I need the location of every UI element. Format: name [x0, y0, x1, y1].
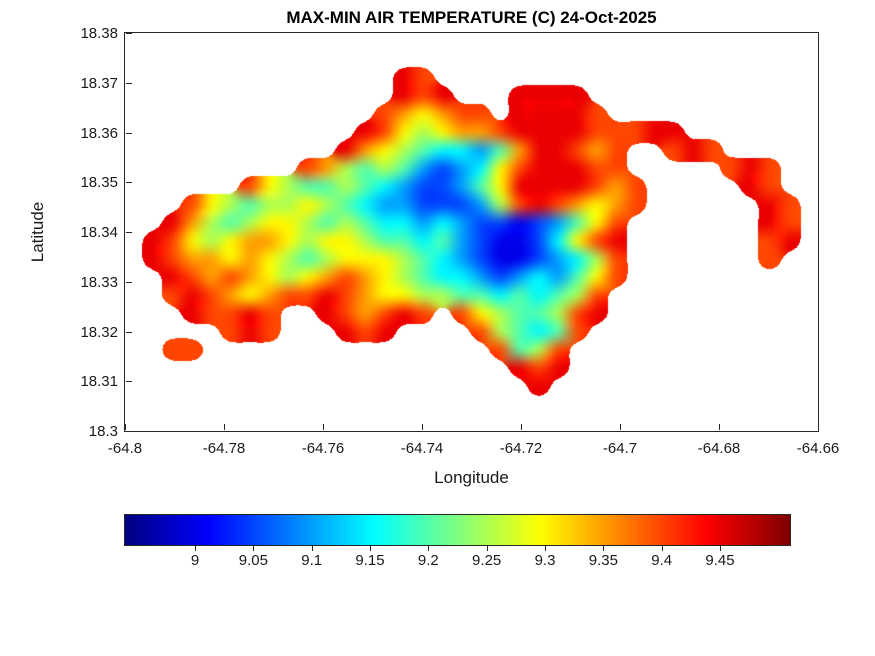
colorbar-tick-label: 9.45	[705, 552, 735, 569]
y-tick-label: 18.3	[88, 423, 118, 440]
y-tick-label: 18.32	[80, 323, 118, 341]
colorbar-tick-mark	[311, 546, 313, 551]
colorbar-tick-label: 9.25	[472, 552, 502, 569]
x-tick-label: -64.8	[107, 440, 143, 457]
y-tick-mark	[126, 331, 132, 333]
x-tick-mark	[818, 424, 819, 430]
y-tick-label: 18.34	[80, 224, 118, 241]
y-tick-label: 18.38	[80, 25, 118, 42]
x-tick-label: -64.74	[400, 440, 444, 457]
x-tick-label: -64.66	[796, 440, 840, 457]
y-tick-mark	[126, 431, 132, 432]
colorbar-tick-mark	[545, 546, 546, 551]
colorbar-tick-mark	[195, 546, 196, 551]
colorbar-tick-mark	[603, 546, 605, 551]
heatmap-canvas	[125, 33, 818, 431]
y-tick-label: 18.35	[80, 174, 118, 192]
y-tick-label: 18.37	[80, 74, 118, 92]
colorbar-tick-label: 9.3	[534, 552, 556, 569]
x-tick-mark	[521, 424, 522, 430]
colorbar-tick-label: 9.05	[238, 552, 268, 569]
colorbar-tick-label: 9.4	[651, 552, 673, 569]
x-axis-label: Longitude	[434, 468, 509, 487]
chart-title: MAX-MIN AIR TEMPERATURE (C) 24-Oct-2025	[286, 8, 657, 27]
colorbar-tick-label: 9.2	[417, 552, 439, 569]
x-tick-label: -64.78	[202, 440, 246, 457]
colorbar-tick-mark	[253, 546, 255, 551]
colorbar-tick-mark	[661, 546, 663, 551]
x-tick-mark	[323, 424, 324, 430]
x-tick-label: -64.68	[697, 440, 741, 457]
x-tick-label: -64.72	[499, 440, 543, 457]
y-tick-mark	[126, 232, 132, 233]
x-tick-mark	[719, 424, 720, 430]
colorbar-tick-label: 9.35	[588, 552, 618, 569]
colorbar-tick-mark	[370, 546, 371, 551]
y-tick-label: 18.31	[80, 373, 118, 391]
x-tick-mark	[422, 424, 423, 430]
colorbar-tick-mark	[720, 546, 721, 551]
y-tick-mark	[126, 132, 132, 134]
colorbar-tick-label: 9	[190, 552, 200, 569]
x-tick-mark	[125, 424, 126, 430]
colorbar-tick-label: 9.15	[355, 552, 385, 569]
y-tick-mark	[126, 82, 132, 84]
x-tick-label: -64.76	[301, 440, 345, 457]
plot-area	[124, 32, 819, 432]
x-tick-label: -64.7	[602, 440, 638, 457]
y-tick-label: 18.36	[80, 124, 118, 142]
y-tick-label: 18.33	[80, 273, 118, 291]
y-tick-mark	[126, 182, 132, 184]
colorbar-tick-label: 9.1	[301, 552, 323, 569]
colorbar	[124, 514, 791, 546]
colorbar-gradient-canvas	[125, 515, 790, 545]
x-tick-mark	[224, 424, 225, 430]
colorbar-tick-mark	[428, 546, 430, 551]
x-tick-mark	[620, 424, 621, 430]
colorbar-tick-mark	[486, 546, 488, 551]
y-tick-mark	[126, 281, 132, 283]
y-tick-mark	[126, 33, 132, 34]
y-tick-mark	[126, 381, 132, 383]
